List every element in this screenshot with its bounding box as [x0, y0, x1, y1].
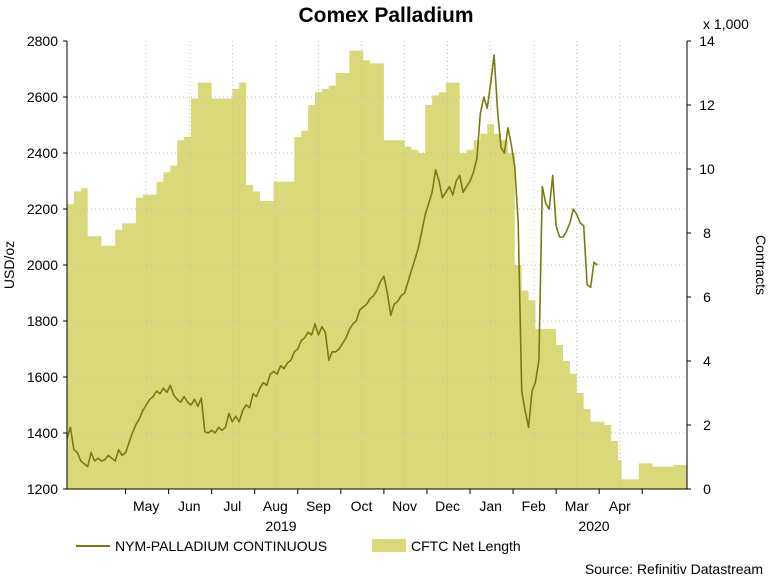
line-series-nym-palladium [66, 54, 598, 468]
chart-title: Comex Palladium [298, 4, 473, 27]
x-month-label: Aug [263, 498, 288, 514]
y-right-axis-label: Contracts [753, 235, 769, 295]
x-month-label: Mar [565, 498, 589, 514]
legend-area-label: CFTC Net Length [411, 538, 521, 554]
y-right-tick-label: 6 [703, 289, 711, 305]
legend-line-label: NYM-PALLADIUM CONTINUOUS [115, 538, 327, 554]
y-right-tick-label: 8 [703, 225, 711, 241]
x-month-label: Dec [435, 498, 460, 514]
y-right-tick-label: 4 [703, 353, 711, 369]
y-right-tick-label: 12 [699, 97, 715, 113]
right-axis-multiplier: x 1,000 [703, 16, 749, 32]
y-left-tick-label: 1200 [27, 481, 58, 497]
y-left-tick-label: 1400 [27, 425, 58, 441]
y-left-tick-label: 2200 [27, 201, 58, 217]
y-left-tick-label: 2600 [27, 89, 58, 105]
y-right-tick-label: 14 [699, 33, 715, 49]
x-month-label: Oct [351, 498, 373, 514]
x-month-label: Jan [479, 498, 502, 514]
x-month-label: Jul [223, 498, 241, 514]
y-right-tick-label: 2 [703, 417, 711, 433]
grid [67, 41, 687, 489]
x-month-label: Apr [609, 498, 631, 514]
y-left-tick-label: 2000 [27, 257, 58, 273]
x-month-label: May [133, 498, 159, 514]
legend: NYM-PALLADIUM CONTINUOUS CFTC Net Length [76, 538, 521, 554]
legend-area-swatch [372, 539, 406, 552]
source-note: Source: Refinitiv Datastream [585, 561, 763, 577]
x-month-label: Sep [306, 498, 331, 514]
year-label-2019: 2019 [265, 518, 296, 534]
area-series-cftc-net-length [67, 50, 687, 489]
y-left-tick-label: 2400 [27, 145, 58, 161]
x-month-ticks: May Jun Jul Aug Sep Oct Nov Dec Jan Feb Mar Apr [125, 489, 643, 514]
y-left-tick-label: 1800 [27, 313, 58, 329]
x-month-label: Jun [178, 498, 201, 514]
plot-area [66, 41, 688, 490]
y-left-axis-label: USD/oz [1, 241, 17, 289]
y-left-tick-label: 2800 [27, 33, 58, 49]
x-month-label: Nov [392, 498, 417, 514]
y-right-ticks: 0 2 4 6 8 10 12 14 [687, 33, 715, 497]
year-label-2020: 2020 [578, 518, 609, 534]
y-left-tick-label: 1600 [27, 369, 58, 385]
y-left-ticks: 1200 1400 1600 1800 2000 2200 2400 2600 2800 [27, 33, 67, 497]
y-right-tick-label: 10 [699, 161, 715, 177]
y-right-tick-label: 0 [703, 481, 711, 497]
x-month-label: Feb [522, 498, 546, 514]
